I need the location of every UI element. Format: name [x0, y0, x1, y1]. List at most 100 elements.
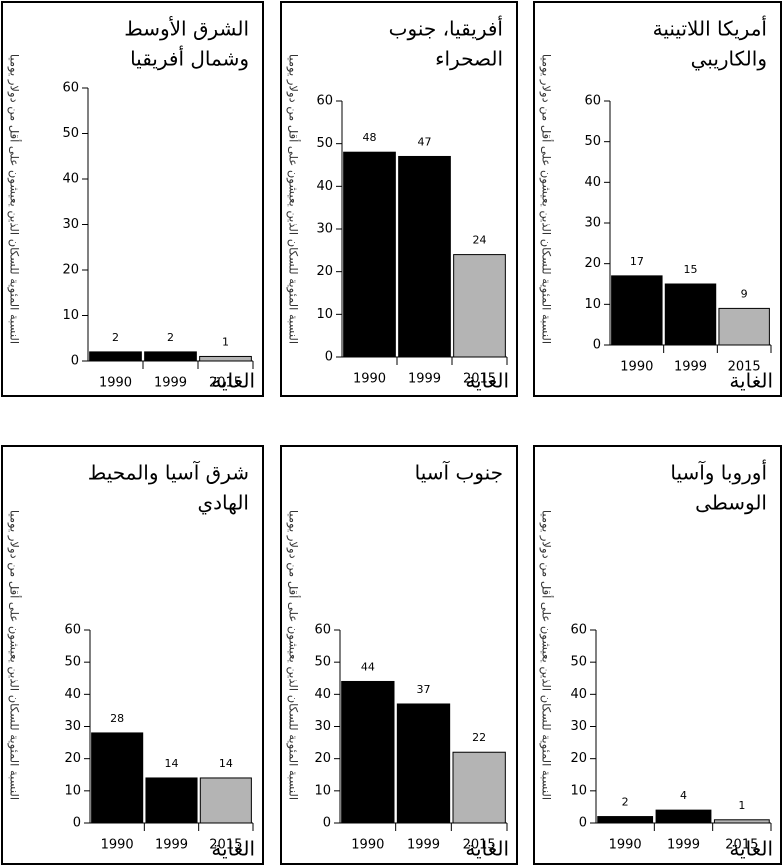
chart-title: الوسطى	[695, 491, 767, 515]
y-tick-label: 30	[570, 719, 587, 734]
value-label: 15	[684, 263, 698, 276]
y-tick-label: 50	[584, 134, 601, 149]
chart-title: أمريكا اللاتينية	[653, 16, 767, 41]
y-tick-label: 30	[62, 217, 79, 232]
x-axis-label: الغاية	[729, 369, 773, 393]
x-axis-label: الغاية	[465, 369, 509, 393]
bar	[144, 351, 197, 362]
panel-border	[280, 445, 518, 865]
y-axis-label: النسبة المئوية للسكان الذين يعيشون على أ…	[7, 510, 23, 800]
bar	[89, 351, 142, 362]
x-tick-label: 1999	[154, 376, 187, 391]
y-tick-label: 0	[579, 816, 587, 831]
x-tick-label: 1999	[674, 360, 707, 375]
y-tick-label: 60	[584, 94, 601, 109]
value-label: 1	[222, 335, 229, 348]
panel-border	[533, 1, 782, 397]
y-tick-label: 20	[584, 256, 601, 271]
value-label: 28	[110, 712, 124, 725]
y-axis-label: النسبة المئوية للسكان الذين يعيشون على أ…	[539, 510, 555, 800]
y-tick-label: 30	[64, 719, 81, 734]
value-label: 47	[418, 135, 432, 148]
x-tick-label: 1990	[353, 372, 386, 387]
y-tick-label: 10	[64, 783, 81, 798]
x-tick-label: 1990	[609, 838, 642, 853]
x-axis-label: الغاية	[211, 837, 255, 861]
y-tick-label: 60	[314, 623, 331, 638]
chart-title: شرق آسيا والمحيط	[88, 460, 249, 485]
x-tick-label: 2015	[209, 376, 242, 391]
panel-border	[1, 1, 264, 397]
y-tick-label: 10	[316, 307, 333, 322]
y-tick-label: 60	[570, 623, 587, 638]
y-tick-label: 0	[325, 350, 333, 365]
x-axis-label: الغاية	[211, 369, 255, 393]
bar	[453, 254, 506, 358]
chart-title: الهادي	[197, 491, 249, 516]
bar	[343, 151, 396, 358]
x-tick-label: 2015	[725, 838, 758, 853]
x-tick-label: 2015	[728, 360, 761, 375]
y-tick-label: 0	[593, 338, 601, 353]
panel-border	[1, 445, 264, 865]
bar	[655, 809, 712, 824]
bar	[611, 275, 663, 346]
y-tick-label: 60	[64, 623, 81, 638]
x-tick-label: 1999	[408, 372, 441, 387]
x-tick-label: 2015	[463, 838, 496, 853]
y-tick-label: 0	[73, 816, 81, 831]
panel-border	[533, 445, 782, 865]
value-label: 24	[473, 234, 487, 247]
y-tick-label: 40	[570, 687, 587, 702]
y-tick-label: 40	[62, 172, 79, 187]
y-tick-label: 0	[323, 816, 331, 831]
y-tick-label: 20	[62, 263, 79, 278]
x-axis-label: الغاية	[465, 837, 509, 861]
value-label: 17	[630, 255, 644, 268]
chart-title: الصحراء	[435, 47, 503, 71]
y-axis-label: النسبة المئوية للسكان الذين يعيشون على أ…	[539, 54, 555, 344]
value-label: 2	[622, 796, 629, 809]
x-tick-label: 1999	[667, 838, 700, 853]
chart-title: الشرق الأوسط	[124, 17, 249, 41]
bar	[91, 732, 144, 824]
y-tick-label: 0	[71, 354, 79, 369]
x-tick-label: 1999	[407, 838, 440, 853]
value-label: 9	[741, 287, 748, 300]
bar	[713, 819, 770, 824]
y-tick-label: 10	[570, 783, 587, 798]
y-tick-label: 20	[64, 751, 81, 766]
bar	[396, 703, 451, 824]
y-tick-label: 50	[64, 655, 81, 670]
value-label: 22	[472, 731, 486, 744]
chart-title: أوروبا وآسيا	[670, 460, 767, 485]
x-axis-label: الغاية	[729, 837, 773, 861]
y-tick-label: 10	[62, 308, 79, 323]
chart-title: جنوب آسيا	[415, 460, 503, 485]
y-tick-label: 20	[314, 751, 331, 766]
x-tick-label: 1990	[620, 360, 653, 375]
x-tick-label: 2015	[463, 372, 496, 387]
chart-title: والكاريبي	[691, 47, 767, 72]
value-label: 4	[680, 789, 687, 802]
x-tick-label: 1990	[101, 838, 134, 853]
y-tick-label: 20	[316, 264, 333, 279]
bar	[452, 751, 506, 824]
y-tick-label: 30	[316, 222, 333, 237]
value-label: 14	[219, 757, 233, 770]
value-label: 1	[738, 799, 745, 812]
x-tick-label: 1990	[99, 376, 132, 391]
value-label: 14	[165, 757, 179, 770]
bar	[199, 777, 252, 824]
x-tick-label: 1999	[155, 838, 188, 853]
y-axis-label: النسبة المئوية للسكان الذين يعيشون على أ…	[286, 54, 302, 344]
value-label: 2	[167, 331, 174, 344]
y-tick-label: 60	[62, 81, 79, 96]
panel-border	[280, 1, 518, 397]
y-tick-label: 40	[64, 687, 81, 702]
y-tick-label: 50	[570, 655, 587, 670]
y-tick-label: 10	[584, 297, 601, 312]
chart-title: وشمال أفريقيا	[130, 46, 249, 71]
value-label: 48	[363, 131, 377, 144]
bar	[664, 283, 717, 346]
